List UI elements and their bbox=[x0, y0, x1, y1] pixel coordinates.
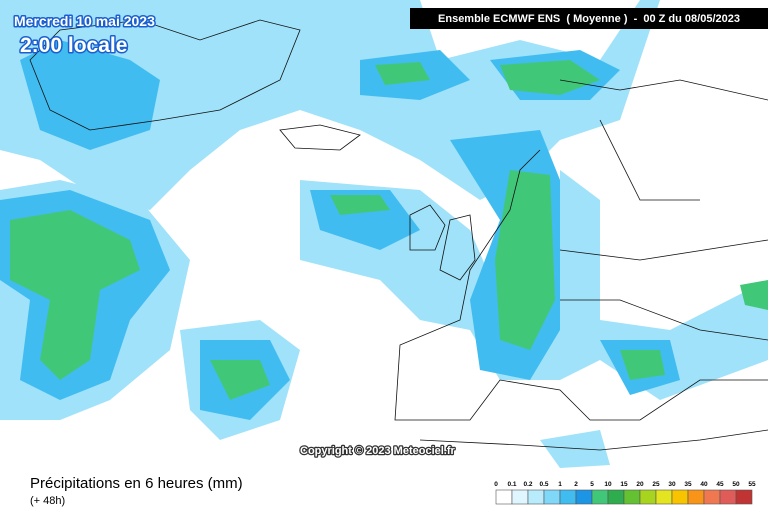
legend-label: 40 bbox=[700, 481, 708, 488]
copyright: Copyright © 2023 Meteociel.fr bbox=[300, 445, 456, 457]
legend-swatch bbox=[511, 489, 529, 505]
legend-swatch bbox=[687, 489, 705, 505]
legend-swatch bbox=[607, 489, 625, 505]
legend-label: 55 bbox=[748, 481, 756, 488]
lead-time: (+ 48h) bbox=[30, 495, 65, 507]
legend-label: 50 bbox=[732, 481, 740, 488]
legend-label: 0 bbox=[494, 481, 498, 488]
legend-label: 35 bbox=[684, 481, 692, 488]
legend-label: 0.1 bbox=[507, 481, 516, 488]
legend-swatch bbox=[735, 489, 753, 505]
legend-swatch bbox=[559, 489, 577, 505]
legend-label: 0.2 bbox=[523, 481, 532, 488]
legend-swatch bbox=[527, 489, 545, 505]
model-info: Ensemble ECMWF ENS ( Moyenne ) - 00 Z du… bbox=[438, 13, 740, 25]
legend-swatch bbox=[495, 489, 513, 505]
legend-swatch bbox=[623, 489, 641, 505]
legend-swatch bbox=[639, 489, 657, 505]
legend-label: 1 bbox=[558, 481, 562, 488]
legend-swatch bbox=[591, 489, 609, 505]
legend-label: 15 bbox=[620, 481, 628, 488]
legend-label: 25 bbox=[652, 481, 660, 488]
header: Mercredi 10 mai 2023 2:00 locale Ensembl… bbox=[13, 8, 768, 59]
legend-swatch bbox=[655, 489, 673, 505]
legend-label: 20 bbox=[636, 481, 644, 488]
precipitation-areas bbox=[0, 0, 768, 468]
footer-title: Précipitations en 6 heures (mm) bbox=[30, 475, 243, 492]
legend-swatch bbox=[543, 489, 561, 505]
legend-label: 2 bbox=[574, 481, 578, 488]
time: 2:00 locale bbox=[20, 34, 127, 57]
model-box bbox=[410, 8, 768, 29]
legend-label: 30 bbox=[668, 481, 676, 488]
legend-swatch bbox=[575, 489, 593, 505]
legend-label: 10 bbox=[604, 481, 612, 488]
legend-swatch bbox=[719, 489, 737, 505]
color-legend: 0 0.1 0.2 0.5 1 2 5 10 15 20 25 30 35 40 45 50 55 bbox=[494, 481, 756, 505]
legend-swatch bbox=[703, 489, 721, 505]
legend-swatch bbox=[671, 489, 689, 505]
legend-label: 45 bbox=[716, 481, 724, 488]
legend-label: 0.5 bbox=[539, 481, 548, 488]
coastlines bbox=[29, 19, 768, 451]
date: Mercredi 10 mai 2023 bbox=[14, 13, 155, 29]
legend-label: 5 bbox=[590, 481, 594, 488]
